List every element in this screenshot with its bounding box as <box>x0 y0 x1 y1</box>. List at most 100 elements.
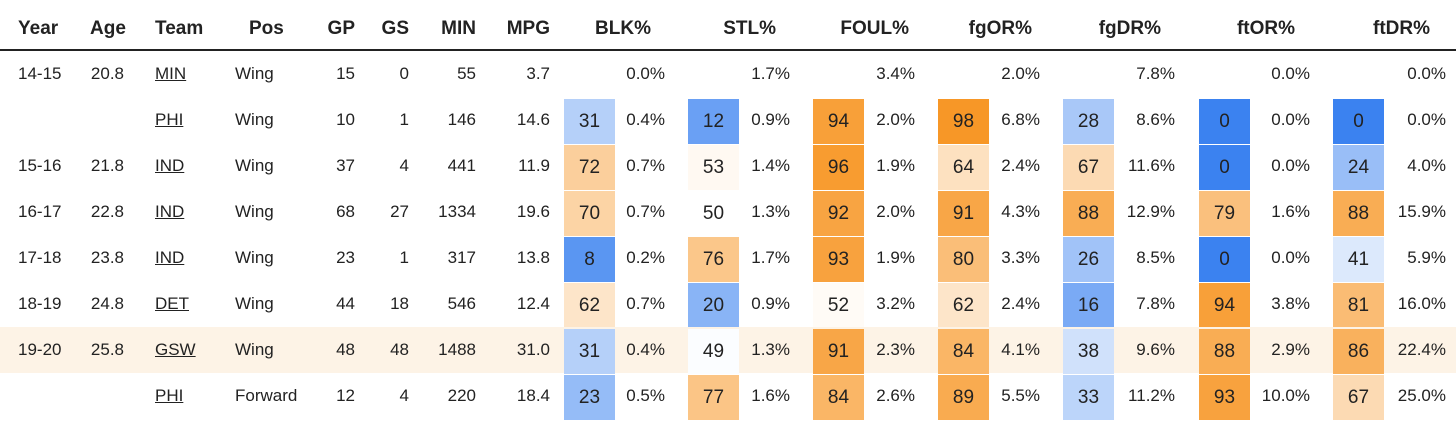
stat-value: 0.0% <box>1407 64 1446 83</box>
cell-gs: 0 <box>399 64 409 83</box>
table-row: 16-17 22.8 IND Wing 68 27 1334 19.6 70 0.7% 50 1.3%… <box>0 189 1456 236</box>
stat-value: 1.9% <box>876 156 915 175</box>
percentile-cell: 8 <box>564 237 615 282</box>
column-header[interactable]: Age <box>90 18 126 39</box>
cell-year: 18-19 <box>18 294 62 313</box>
column-header[interactable]: STL% <box>723 18 776 39</box>
stat-value: 0.2% <box>626 248 665 267</box>
percentile-cell: 28 <box>1063 99 1114 144</box>
column-header[interactable]: fgOR% <box>968 18 1032 39</box>
team-link[interactable]: IND <box>155 156 185 175</box>
stat-value: 22.4% <box>1397 340 1446 359</box>
stat-value: 4.0% <box>1407 156 1446 175</box>
cell-gp: 23 <box>336 248 355 267</box>
percentile-cell: 24 <box>1333 145 1384 190</box>
cell-pos: Wing <box>235 64 274 83</box>
cell-gs: 4 <box>399 386 409 405</box>
percentile-cell: 88 <box>1199 329 1250 374</box>
cell-mpg: 18.4 <box>516 386 550 405</box>
percentile-cell: 84 <box>938 329 989 374</box>
stat-value: 0.7% <box>626 294 665 313</box>
stat-value: 2.9% <box>1271 340 1310 359</box>
column-header[interactable]: GS <box>381 18 409 39</box>
column-header[interactable]: BLK% <box>595 18 651 39</box>
column-header[interactable]: Team <box>155 18 204 39</box>
table-row: 14-15 20.8 MIN Wing 15 0 55 3.7 0.0% 1.7% 3.4% 2.0%… <box>0 51 1456 97</box>
stat-value: 8.6% <box>1136 110 1175 129</box>
column-header[interactable]: FOUL% <box>840 18 909 39</box>
stat-value: 1.9% <box>876 248 915 267</box>
column-header[interactable]: Year <box>18 18 59 39</box>
team-link[interactable]: IND <box>155 202 185 221</box>
percentile-cell: 0 <box>1199 99 1250 144</box>
cell-min: 317 <box>447 248 476 267</box>
percentile-cell: 12 <box>688 99 739 144</box>
cell-year: 15-16 <box>18 156 62 175</box>
cell-min: 1334 <box>438 202 476 221</box>
cell-gp: 44 <box>336 294 355 313</box>
table-row: 15-16 21.8 IND Wing 37 4 441 11.9 72 0.7% 53 1.4% 96… <box>0 143 1456 190</box>
stat-value: 1.7% <box>751 64 790 83</box>
percentile-cell: 62 <box>938 283 989 328</box>
team-link[interactable]: MIN <box>155 64 187 83</box>
percentile-cell: 81 <box>1333 283 1384 328</box>
cell-min: 220 <box>447 386 476 405</box>
column-header[interactable]: ftDR% <box>1373 18 1430 39</box>
stat-value: 5.9% <box>1407 248 1446 267</box>
stat-value: 2.3% <box>876 340 915 359</box>
percentile-cell: 96 <box>813 145 864 190</box>
stat-value: 1.7% <box>751 248 790 267</box>
team-link[interactable]: IND <box>155 248 185 267</box>
stat-value: 3.4% <box>876 64 915 83</box>
stat-value: 11.6% <box>1128 156 1175 175</box>
cell-gs: 1 <box>399 110 409 129</box>
percentile-cell: 98 <box>938 99 989 144</box>
stat-value: 3.2% <box>876 294 915 313</box>
stat-value: 1.3% <box>751 340 790 359</box>
cell-pos: Wing <box>235 110 274 129</box>
percentile-cell: 93 <box>1199 375 1250 420</box>
stat-value: 1.6% <box>751 386 790 405</box>
percentile-cell: 52 <box>813 283 864 328</box>
stat-value: 6.8% <box>1001 110 1040 129</box>
team-link[interactable]: DET <box>155 294 189 313</box>
column-header[interactable]: GP <box>327 18 355 39</box>
stat-value: 10.0% <box>1261 386 1310 405</box>
stat-value: 11.2% <box>1128 386 1175 405</box>
percentile-cell: 70 <box>564 191 615 236</box>
cell-gp: 37 <box>336 156 355 175</box>
column-header[interactable]: ftOR% <box>1236 18 1295 39</box>
cell-gs: 27 <box>390 202 409 221</box>
cell-age: 20.8 <box>90 64 124 83</box>
cell-age: 22.8 <box>90 202 124 221</box>
cell-gp: 10 <box>336 110 355 129</box>
cell-pos: Wing <box>235 248 274 267</box>
percentile-cell: 16 <box>1063 283 1114 328</box>
stat-value: 3.3% <box>1001 248 1040 267</box>
stat-value: 5.5% <box>1001 386 1040 405</box>
percentile-cell: 72 <box>564 145 615 190</box>
column-header[interactable]: fgDR% <box>1098 18 1161 39</box>
cell-mpg: 12.4 <box>516 294 550 313</box>
cell-gp: 15 <box>336 64 355 83</box>
cell-pos: Forward <box>235 386 298 405</box>
column-header[interactable]: Pos <box>249 18 284 39</box>
stat-value: 0.9% <box>751 294 790 313</box>
percentile-cell: 0 <box>1333 99 1384 144</box>
table-row: PHI Wing 10 1 146 14.6 31 0.4% 12 0.9% 94 2.0% 98 6.8… <box>0 97 1456 144</box>
column-header[interactable]: MIN <box>441 18 476 39</box>
percentile-cell: 77 <box>688 375 739 420</box>
column-header[interactable]: MPG <box>506 18 550 39</box>
percentile-cell: 23 <box>564 375 615 420</box>
stat-value: 0.0% <box>1271 110 1310 129</box>
team-link[interactable]: PHI <box>155 386 184 405</box>
stat-value: 3.8% <box>1271 294 1310 313</box>
team-link[interactable]: PHI <box>155 110 184 129</box>
percentile-cell: 67 <box>1333 375 1384 420</box>
stat-value: 2.4% <box>1001 156 1040 175</box>
team-link[interactable]: GSW <box>155 340 196 359</box>
table-row: 17-18 23.8 IND Wing 23 1 317 13.8 8 0.2% 76 1.7% 93 1… <box>0 235 1456 282</box>
cell-mpg: 11.9 <box>518 156 550 175</box>
stat-value: 25.0% <box>1397 386 1446 405</box>
